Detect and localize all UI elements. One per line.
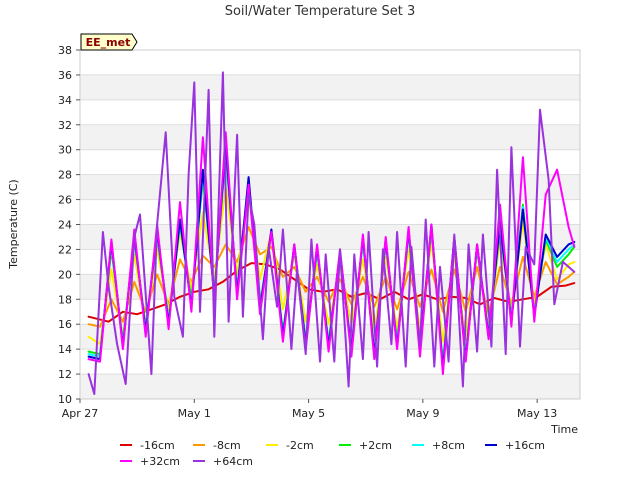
x-tick-label: May 13	[517, 407, 557, 420]
plot-band	[80, 174, 580, 200]
station-badge: EE_met	[80, 33, 138, 51]
y-tick-label: 22	[58, 243, 72, 256]
series-layer	[87, 71, 576, 395]
legend-label: -16cm	[140, 439, 175, 452]
plot-band	[80, 124, 580, 150]
y-tick-label: 36	[58, 69, 72, 82]
x-axis-ticks: Apr 27 May 1 May 5 May 9 May 13	[62, 399, 557, 420]
y-tick-label: 14	[58, 343, 72, 356]
chart-title: Soil/Water Temperature Set 3	[225, 4, 416, 19]
y-axis-ticks: 10 12 14 16 18 20 22 24 26 28 30 32 34 36 38	[58, 44, 80, 406]
y-axis-label: Temperature (C)	[7, 179, 20, 269]
x-tick-label: May 9	[406, 407, 439, 420]
legend-label: +16cm	[505, 439, 545, 452]
badge-label: EE_met	[86, 36, 131, 49]
series-line-32cmcm	[87, 131, 576, 376]
x-tick-label: May 1	[178, 407, 211, 420]
legend-label: +2cm	[359, 439, 392, 452]
legend-label: -2cm	[286, 439, 314, 452]
plot-band	[80, 374, 580, 399]
plot-band	[80, 74, 580, 100]
legend-label: +8cm	[432, 439, 465, 452]
y-tick-label: 34	[58, 94, 72, 107]
chart-legend: -16cm -8cm -2cm +2cm +8cm +16cm +32cm +64cm	[120, 439, 545, 468]
y-tick-label: 10	[58, 393, 72, 406]
series-line-64cmcm	[87, 71, 576, 395]
legend-label: +64cm	[213, 455, 253, 468]
y-tick-label: 30	[58, 144, 72, 157]
y-tick-label: 28	[58, 169, 72, 182]
y-tick-label: 26	[58, 194, 72, 207]
y-tick-label: 24	[58, 219, 72, 232]
legend-label: -8cm	[213, 439, 241, 452]
y-tick-label: 18	[58, 293, 72, 306]
y-tick-label: 12	[58, 368, 72, 381]
y-tick-label: 38	[58, 44, 72, 57]
y-tick-label: 20	[58, 268, 72, 281]
x-tick-label: Apr 27	[62, 407, 99, 420]
y-tick-label: 16	[58, 318, 72, 331]
x-tick-label: May 5	[292, 407, 325, 420]
badge-shape	[80, 33, 138, 51]
x-axis-label: Time	[550, 423, 578, 436]
y-tick-label: 32	[58, 119, 72, 132]
legend-label: +32cm	[140, 455, 180, 468]
